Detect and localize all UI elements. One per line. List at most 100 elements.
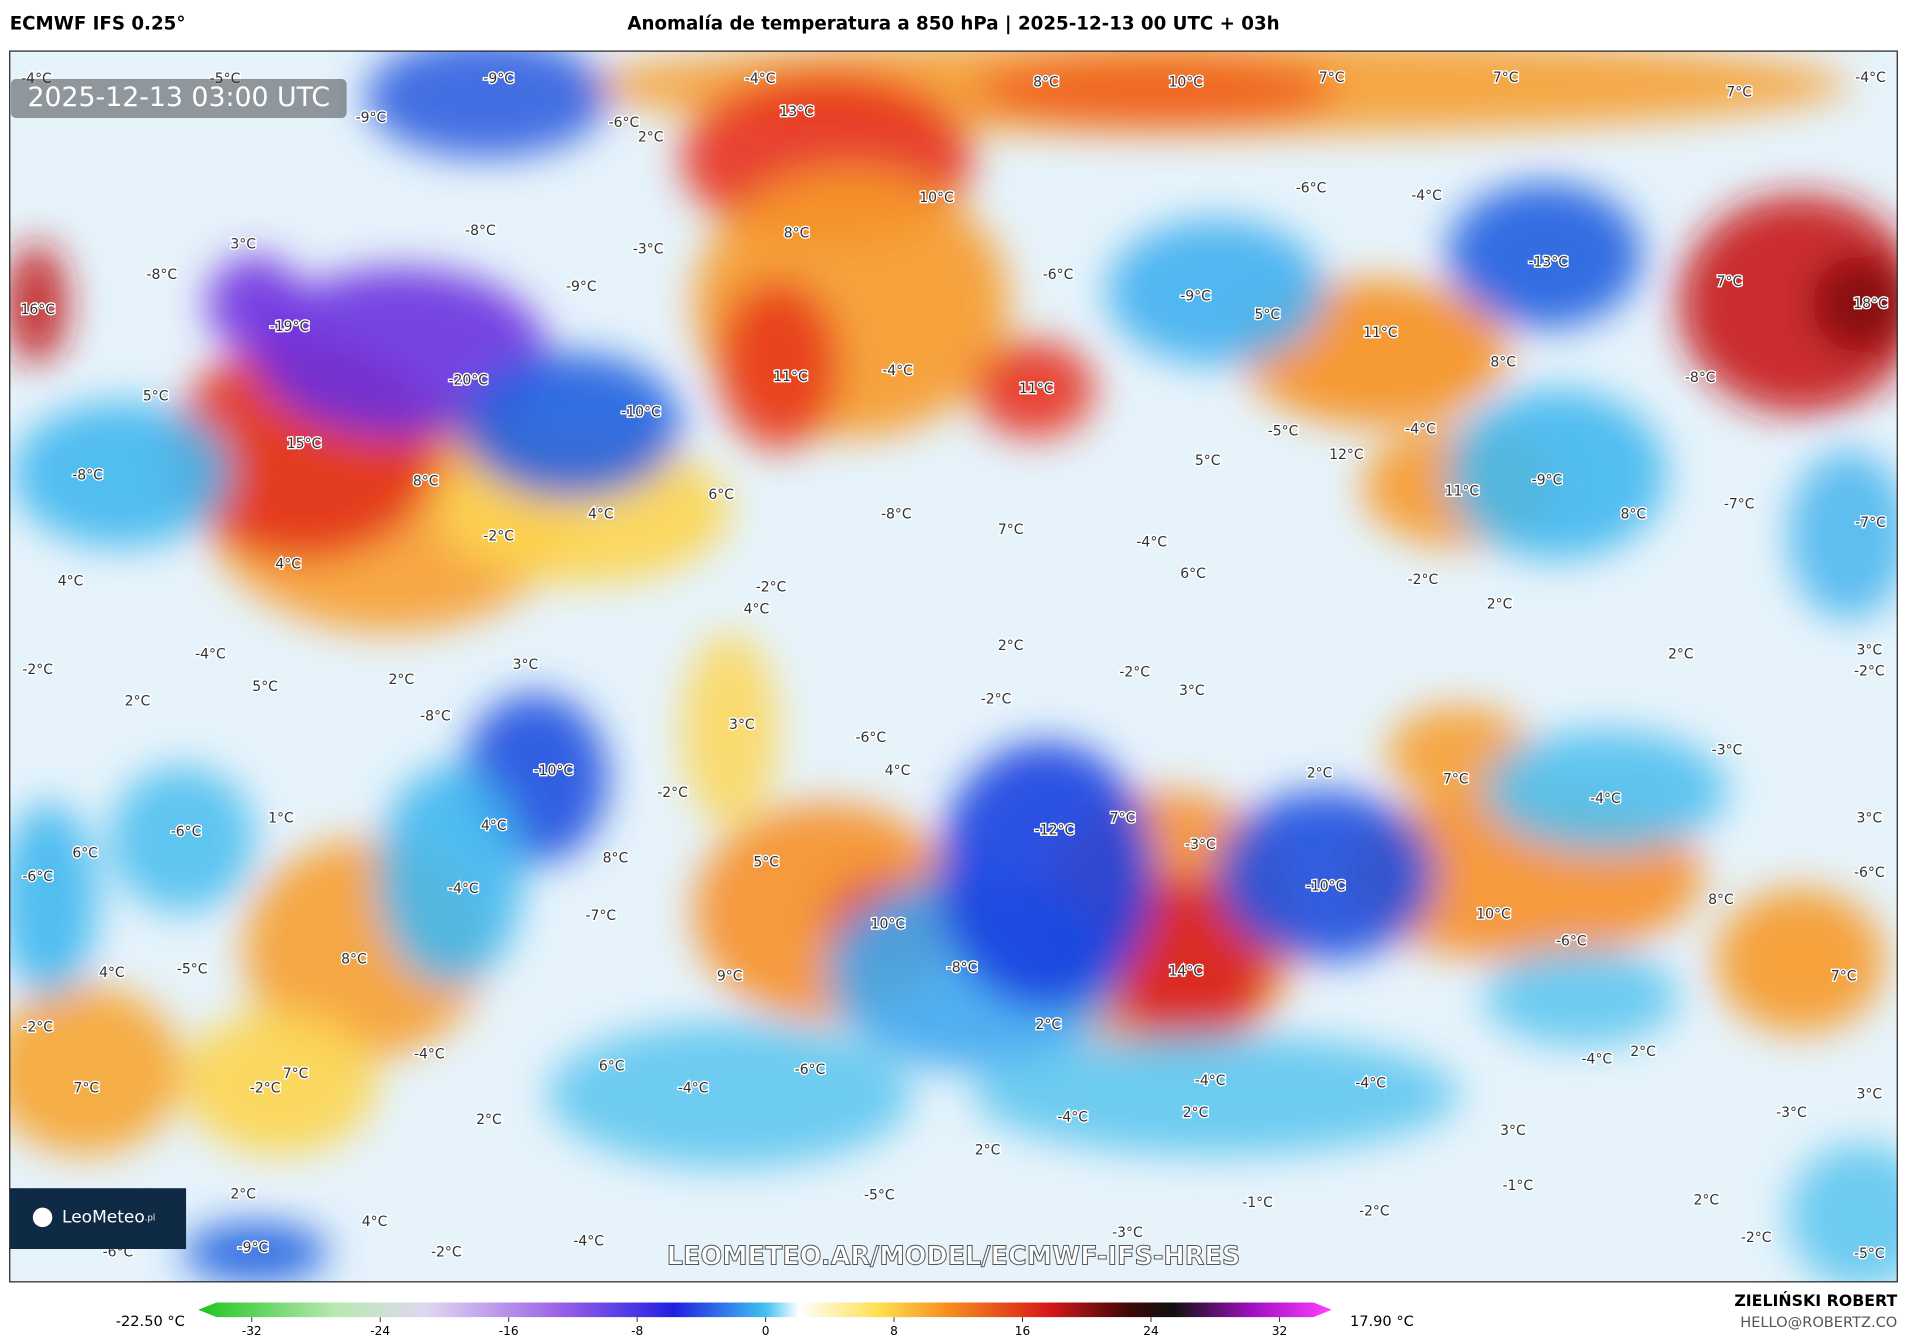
temperature-label: 2°C [975, 1142, 1001, 1158]
anomaly-area [681, 632, 779, 827]
anomaly-area [936, 741, 1156, 1010]
temperature-label: 7°C [1319, 70, 1345, 86]
logo: LeoMeteo.pl [62, 1207, 155, 1227]
temperature-label: -4°C [1136, 534, 1167, 550]
colorbar-min: -22.50 °C [116, 1313, 185, 1330]
anomaly-area [1812, 255, 1898, 353]
anomaly-area [9, 243, 67, 365]
temperature-label: -5°C [210, 71, 241, 87]
temperature-label: 1°C [268, 810, 294, 826]
temperature-label: -2°C [22, 662, 53, 678]
temperature-label: -1°C [1502, 1178, 1533, 1194]
temperature-label: -8°C [72, 468, 103, 484]
temperature-label: 2°C [998, 638, 1024, 654]
temperature-label: -1°C [1242, 1195, 1273, 1211]
anomaly-area [9, 985, 183, 1156]
anomaly-area [547, 1021, 913, 1168]
colorbar-tick-label: -24 [370, 1324, 390, 1338]
anomaly-area [1787, 450, 1898, 621]
temperature-label: -5°C [177, 961, 208, 977]
temperature-label: -8°C [146, 267, 177, 283]
temperature-label: -8°C [947, 960, 978, 976]
temperature-label: 14°C [1169, 964, 1204, 980]
temperature-label: -20°C [448, 373, 488, 389]
anomaly-area [717, 279, 840, 450]
temperature-label: 7°C [1726, 84, 1752, 100]
temperature-label: -4°C [882, 363, 913, 379]
watermark: LEOMETEO.AR/MODEL/ECMWF-IFS-HRES [667, 1242, 1240, 1272]
temperature-label: 8°C [1490, 354, 1516, 370]
temperature-label: -4°C [1582, 1051, 1613, 1067]
temperature-label: -6°C [22, 869, 53, 885]
anomaly-area [1447, 389, 1667, 560]
anomaly-area [1483, 729, 1728, 852]
temperature-label: 7°C [1717, 274, 1743, 290]
anomaly-area [206, 255, 305, 353]
colorbar-tick-label: 24 [1143, 1324, 1159, 1338]
temperature-label: 3°C [1856, 1087, 1882, 1103]
temperature-label: -4°C [745, 71, 776, 87]
temperature-label: -4°C [1355, 1076, 1386, 1092]
temperature-label: -4°C [448, 881, 479, 897]
temperature-label: 4°C [58, 573, 84, 589]
temperature-label: -4°C [1590, 791, 1621, 807]
email: HELLO@ROBERTZ.CO [1740, 1314, 1897, 1331]
temperature-label: -2°C [250, 1080, 281, 1096]
temperature-label: 7°C [1493, 70, 1519, 86]
temperature-label: -9°C [238, 1240, 269, 1256]
temperature-label: 2°C [125, 694, 151, 710]
temperature-label: 5°C [252, 679, 278, 695]
colorbar-tick-label: -8 [631, 1324, 643, 1338]
temperature-label: 8°C [1033, 75, 1059, 91]
colorbar-tick-label: -32 [242, 1324, 262, 1338]
map-field [9, 51, 1898, 1282]
temperature-label: 2°C [1036, 1017, 1062, 1033]
temperature-label: 11°C [1019, 381, 1054, 397]
anomaly-area [1106, 218, 1326, 365]
temperature-label: 8°C [603, 851, 629, 867]
temperature-label: -2°C [1854, 663, 1885, 679]
temperature-label: -8°C [465, 223, 496, 239]
temperature-label: -8°C [420, 708, 451, 724]
temperature-label: 10°C [871, 916, 906, 932]
temperature-label: 7°C [74, 1080, 100, 1096]
temperature-label: -4°C [1057, 1110, 1088, 1126]
temperature-label: -3°C [1185, 837, 1216, 853]
temperature-label: 3°C [729, 717, 755, 733]
temperature-label: -3°C [1776, 1105, 1807, 1121]
temperature-label: -4°C [195, 646, 226, 662]
temperature-label: -3°C [1712, 742, 1743, 758]
anomaly-area [1483, 948, 1679, 1046]
anomaly-area [1714, 887, 1886, 1034]
temperature-label: -12°C [1035, 823, 1075, 839]
temperature-label: -4°C [1405, 421, 1436, 437]
temperature-label: 4°C [362, 1214, 388, 1230]
temperature-label: 10°C [1476, 907, 1511, 923]
temperature-label: -2°C [1741, 1230, 1772, 1246]
temperature-label: 2°C [1487, 596, 1513, 612]
temperature-label: 11°C [1363, 325, 1398, 341]
temperature-label: -7°C [585, 908, 616, 924]
temperature-label: 3°C [513, 657, 539, 673]
temperature-label: 4°C [744, 601, 770, 617]
temperature-label: 2°C [1183, 1105, 1209, 1121]
anomaly-area [364, 51, 609, 159]
temperature-label: 2°C [638, 129, 664, 145]
colorbar-tick-label: 8 [890, 1324, 898, 1338]
temperature-label: 16°C [20, 302, 55, 318]
temperature-label: -9°C [483, 71, 514, 87]
temperature-label: 2°C [476, 1112, 502, 1128]
temperature-label: -7°C [1724, 497, 1755, 513]
temperature-label: 2°C [1694, 1192, 1720, 1208]
anomaly-area [377, 766, 523, 986]
temperature-label: 3°C [1500, 1123, 1526, 1139]
author: ZIELIŃSKI ROBERT [1734, 1291, 1897, 1310]
temperature-label: -4°C [678, 1080, 709, 1096]
temperature-label: 4°C [275, 556, 301, 572]
temperature-label: 5°C [1195, 453, 1221, 469]
temperature-label: 3°C [1179, 683, 1205, 699]
temperature-label: 7°C [283, 1066, 309, 1082]
temperature-label: -2°C [22, 1020, 53, 1036]
colorbar-tick-label: 32 [1272, 1324, 1287, 1338]
